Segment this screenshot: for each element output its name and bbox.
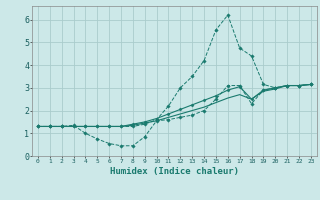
X-axis label: Humidex (Indice chaleur): Humidex (Indice chaleur) [110, 167, 239, 176]
